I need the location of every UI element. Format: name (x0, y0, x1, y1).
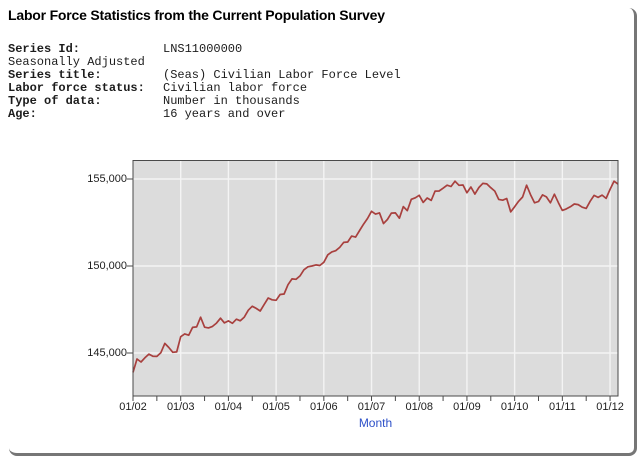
metadata-row: Series Id: LNS11000000 (8, 43, 401, 56)
metadata-row: Type of data: Number in thousands (8, 95, 401, 108)
metadata-value: (Seas) Civilian Labor Force Level (163, 68, 401, 82)
metadata-label: Type of data: (8, 94, 102, 108)
metadata-value: 16 years and over (163, 107, 286, 121)
x-tick-label: 01/03 (166, 401, 195, 413)
series-metadata: Series Id: LNS11000000 Seasonally Adjusted… (8, 43, 401, 121)
x-tick-label: 01/06 (310, 401, 338, 413)
metadata-row: Series title: (Seas) Civilian Labor Force… (8, 69, 401, 82)
metadata-value: Civilian labor force (163, 81, 308, 95)
page-title: Labor Force Statistics from the Current … (8, 7, 385, 23)
y-tick-label: 155,000 (87, 173, 127, 185)
metadata-row: Seasonally Adjusted (8, 56, 401, 69)
x-tick-label: 01/10 (500, 401, 529, 413)
x-tick-label: 01/11 (548, 401, 576, 413)
labor-force-line (132, 180, 619, 373)
metadata-value: Number in thousands (163, 94, 300, 108)
metadata-row: Labor force status: Civilian labor force (8, 82, 401, 95)
y-tick-label: 150,000 (87, 260, 127, 272)
x-tick-label: 01/08 (405, 401, 433, 413)
x-axis-title: Month (358, 416, 393, 430)
metadata-label: Age: (8, 107, 37, 121)
plot-background (133, 160, 618, 396)
metadata-label: Labor force status: (8, 81, 145, 95)
plot-border (132, 160, 619, 397)
x-tick-label: 01/05 (262, 401, 290, 413)
x-tick-label: 01/04 (214, 401, 243, 413)
metadata-label: Series title: (8, 68, 102, 82)
x-tick-label: 01/07 (357, 401, 386, 413)
metadata-row: Age: 16 years and over (8, 108, 401, 121)
plot-area (127, 160, 619, 401)
y-tick-label: 145,000 (87, 347, 127, 359)
metadata-label: Seasonally Adjusted (8, 55, 145, 69)
x-tick-label: 01/09 (453, 401, 481, 413)
x-tick-label: 01/02 (119, 401, 147, 413)
metadata-value: LNS11000000 (163, 42, 243, 56)
x-tick-label: 01/12 (596, 401, 624, 413)
metadata-label: Series Id: (8, 42, 81, 56)
